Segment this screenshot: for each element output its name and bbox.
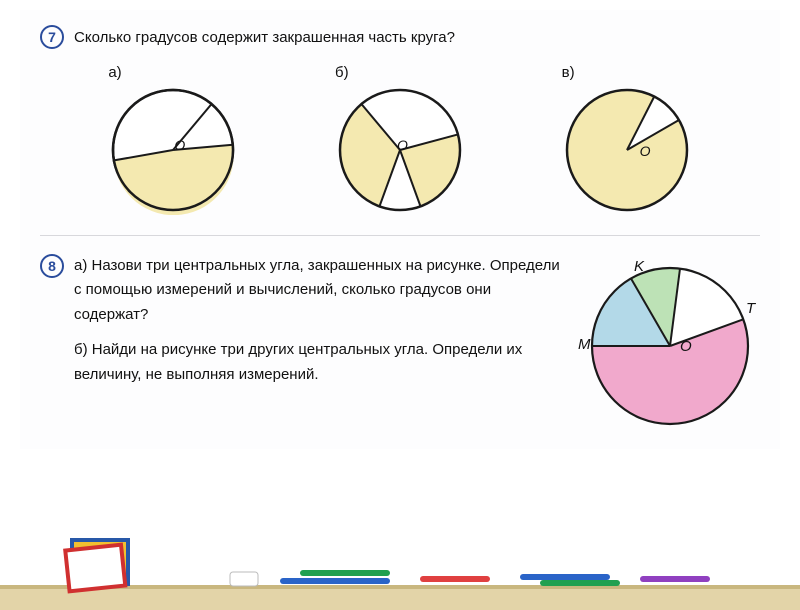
footer-decoration — [0, 530, 800, 610]
label-O: O — [680, 338, 692, 355]
task-7-header: 7 Сколько градусов содержит закрашенная … — [40, 25, 760, 50]
circle-b-svg-wrap: O — [335, 85, 465, 215]
circle-c-svg-wrap: O — [562, 85, 692, 215]
circle-a-svg-wrap: O — [108, 85, 238, 215]
center-label-a: O — [174, 137, 185, 153]
task-7: 7 Сколько градусов содержит закрашенная … — [40, 25, 760, 215]
center-label-b: O — [397, 137, 408, 153]
task-8-diagram: O T K M — [580, 254, 760, 434]
worksheet-page: 7 Сколько градусов содержит закрашенная … — [20, 10, 780, 449]
task-8-part-a: а) Назови три центральных угла, закрашен… — [74, 254, 562, 328]
task-7-question: Сколько градусов содержит закрашенная ча… — [74, 25, 455, 50]
circle-c-label: в) — [562, 64, 692, 81]
label-M: M — [578, 336, 591, 353]
task-8-left: 8 а) Назови три центральных угла, закраш… — [40, 254, 562, 398]
circle-a: а) O — [108, 64, 238, 215]
label-K: K — [634, 258, 644, 275]
task-8-text: а) Назови три центральных угла, закрашен… — [74, 254, 562, 398]
label-T: T — [746, 300, 755, 317]
task-7-circles-row: а) O б) — [40, 64, 760, 215]
task-8: 8 а) Назови три центральных угла, закраш… — [40, 235, 760, 434]
task-number-8: 8 — [40, 254, 64, 278]
circle-c: в) — [562, 64, 692, 215]
task-number-7: 7 — [40, 25, 64, 49]
circle-b-label: б) — [335, 64, 465, 81]
task-8-part-b: б) Найди на рисунке три других центральн… — [74, 338, 562, 388]
circle-a-label: а) — [108, 64, 238, 81]
center-label-c: O — [640, 143, 651, 159]
circle-b: б) O — [335, 64, 465, 215]
